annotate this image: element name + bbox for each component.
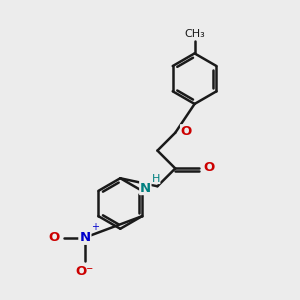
Text: O: O <box>48 231 59 244</box>
Text: +: + <box>91 222 99 232</box>
Text: N: N <box>79 231 91 244</box>
Text: O⁻: O⁻ <box>76 265 94 278</box>
Text: H: H <box>152 174 160 184</box>
Text: N: N <box>140 182 151 194</box>
Text: O: O <box>181 125 192 138</box>
Text: O: O <box>203 161 215 174</box>
Text: CH₃: CH₃ <box>184 29 205 39</box>
